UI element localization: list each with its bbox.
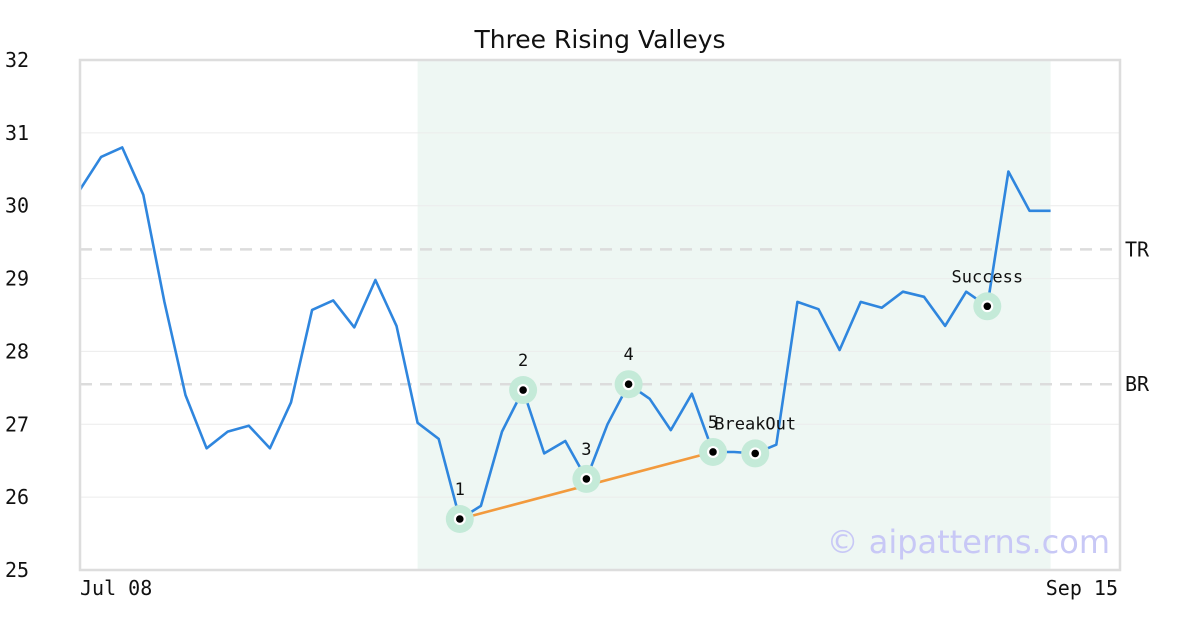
x-tick-start: Jul 08 [80, 576, 152, 600]
y-tick-label: 28 [5, 339, 29, 363]
marker-5: 5 [699, 413, 727, 466]
marker-dot [624, 380, 633, 389]
y-tick-label: 31 [5, 121, 29, 145]
marker-dot [751, 449, 759, 458]
marker-label: BreakOut [714, 414, 796, 434]
marker-dot [709, 448, 717, 456]
level-label-tr: TR [1125, 237, 1150, 261]
marker-label: 3 [581, 440, 591, 460]
marker-breakout: BreakOut [714, 414, 796, 468]
level-lines: TR BR [80, 237, 1150, 396]
marker-label: 1 [455, 480, 465, 500]
y-axis-ticks: 25 26 27 28 29 30 31 32 [5, 48, 29, 582]
marker-4: 4 [614, 345, 643, 399]
marker-label: Success [951, 267, 1023, 287]
marker-dot [983, 302, 992, 311]
marker-label: 5 [708, 413, 718, 433]
watermark: © aipatterns.com [827, 523, 1110, 561]
marker-label: 4 [623, 345, 633, 365]
marker-dot [582, 475, 591, 483]
y-tick-label: 32 [5, 48, 29, 72]
marker-dot [519, 386, 527, 394]
marker-2: 2 [509, 351, 538, 405]
grid [80, 132, 1120, 498]
marker-3: 3 [572, 440, 601, 493]
marker-1: 1 [445, 480, 474, 533]
y-tick-label: 25 [5, 558, 29, 582]
y-tick-label: 26 [5, 485, 29, 509]
x-tick-end: Sep 15 [1046, 576, 1118, 600]
chart-title: Three Rising Valleys [473, 25, 725, 54]
plot-frame [78, 58, 1122, 572]
marker-dot [456, 515, 464, 523]
price-line [78, 146, 1051, 521]
marker-success: Success [951, 267, 1023, 321]
y-tick-label: 30 [5, 194, 29, 218]
marker-label: 2 [518, 351, 528, 371]
y-tick-label: 29 [5, 267, 29, 291]
pattern-region [417, 60, 1051, 570]
y-tick-label: 27 [5, 412, 29, 436]
level-label-br: BR [1125, 372, 1150, 396]
